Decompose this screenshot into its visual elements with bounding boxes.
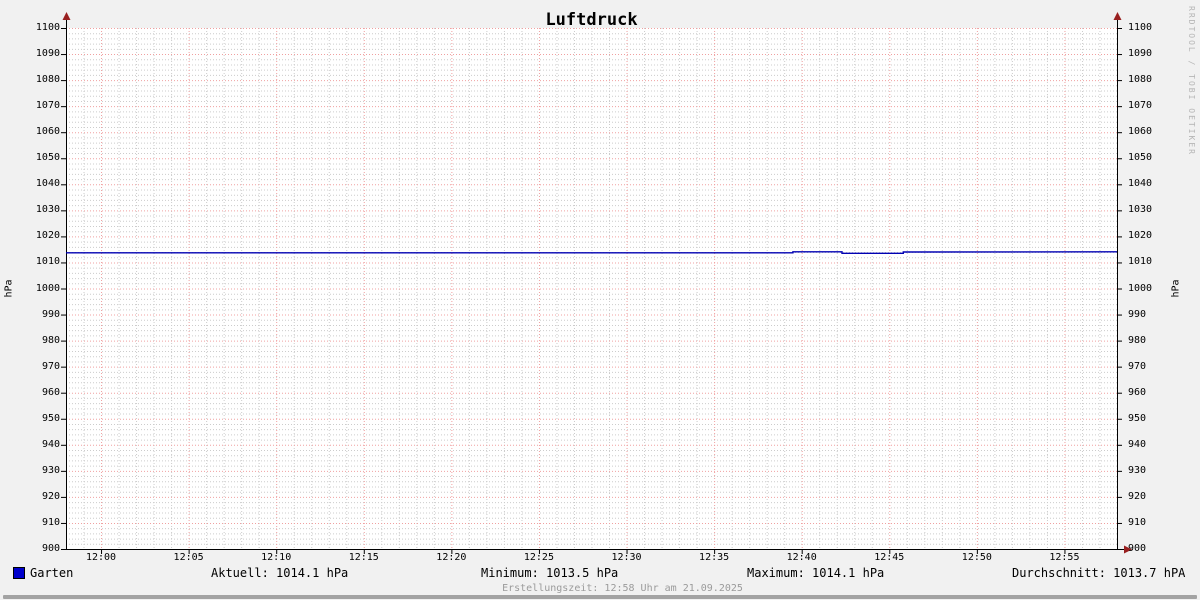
y-axis-tick-label: 1000 [35,282,60,294]
y-axis-tick-label: 980 [1128,334,1147,346]
y-axis-tick-label: 1040 [35,178,60,190]
x-axis-tick-label: 12:20 [436,552,467,563]
y-axis-tick-label: 910 [41,516,60,528]
legend-row: Garten Aktuell: 1014.1 hPa Minimum: 1013… [0,566,1200,580]
y-axis-tick-label: 950 [41,412,60,424]
y-axis-tick-label: 1030 [1128,204,1153,216]
y-axis-tick-label: 1020 [35,230,60,242]
y-axis-tick-label: 1050 [35,152,60,164]
y-axis-tick-label: 940 [41,438,60,450]
chart-title: Luftdruck [545,10,638,30]
x-axis-tick-label: 12:10 [261,552,292,563]
y-axis-tick-label: 1040 [1128,178,1153,190]
y-axis-tick-label: 1010 [1128,256,1153,268]
y-axis-tick-label: 900 [1128,543,1147,554]
y-axis-tick-label: 970 [41,360,60,372]
x-axis-tick-label: 12:15 [348,552,379,563]
y-axis-tick-label: 920 [1128,490,1147,502]
legend-series-label: Garten [30,566,74,580]
y-axis-tick-label: 980 [41,334,60,346]
x-axis-tick-label: 12:35 [699,552,730,563]
stat-minimum: Minimum: 1013.5 hPa [481,566,619,580]
right-axis-unit-label: hPa [1170,279,1182,298]
y-axis-tick-label: 1070 [1128,100,1153,112]
y-axis-tick-label: 1030 [35,204,60,216]
y-axis-tick-label: 1050 [1128,152,1153,164]
y-axis-tick-label: 1100 [35,22,60,33]
left-axis-unit-label: hPa [3,279,15,298]
y-axis-tick-label: 1000 [1128,282,1153,294]
y-axis-tick-label: 1020 [1128,230,1153,242]
x-axis-tick-label: 12:40 [786,552,817,563]
creation-time: Erstellungszeit: 12:58 Uhr am 21.09.2025 [502,583,743,594]
right-axis-arrow [1113,12,1122,20]
x-axis-tick-label: 12:25 [523,552,554,563]
x-axis-tick-label: 12:45 [874,552,905,563]
y-axis-tick-label: 960 [1128,386,1147,398]
x-axis-tick-label: 12:50 [961,552,992,563]
y-axis-tick-label: 940 [1128,438,1147,450]
y-axis-tick-label: 1070 [35,100,60,112]
y-axis-tick-label: 1090 [1128,48,1153,60]
pressure-line [66,251,1118,255]
y-axis-tick-label: 1100 [1128,22,1153,33]
x-axis-tick-label: 12:05 [173,552,204,563]
y-axis-tick-label: 1080 [35,74,60,86]
x-axis-tick-label: 12:30 [611,552,642,563]
y-axis-tick-label: 1060 [35,126,60,138]
y-axis-tick-label: 960 [41,386,60,398]
stat-aktuell: Aktuell: 1014.1 hPa [211,566,349,580]
x-axis-tick-label: 12:55 [1049,552,1080,563]
x-axis-tick-label: 12:00 [85,552,117,563]
y-axis-tick-label: 900 [41,543,60,554]
stat-durchschnitt: Durchschnitt: 1013.7 hPA [1012,566,1186,580]
y-axis-tick-label: 990 [1128,308,1147,320]
y-axis-tick-label: 950 [1128,412,1147,424]
y-axis-tick-label: 1010 [35,256,60,268]
watermark: RRDTOOL / TOBI OETIKER [1187,6,1196,156]
y-axis-tick-label: 990 [41,308,60,320]
y-axis-tick-label: 970 [1128,360,1147,372]
y-axis-tick-label: 1060 [1128,126,1153,138]
y-axis-tick-label: 930 [1128,464,1147,476]
y-axis-tick-label: 920 [41,490,60,502]
bottom-bar [3,595,1197,599]
left-axis-arrow [62,12,71,20]
stat-maximum: Maximum: 1014.1 hPa [747,566,885,580]
y-axis-tick-label: 910 [1128,516,1147,528]
y-axis-tick-label: 930 [41,464,60,476]
x-axis-arrow [1124,545,1132,554]
legend-color-swatch [13,567,25,579]
y-axis-tick-label: 1080 [1128,74,1153,86]
y-axis-tick-label: 1090 [35,48,60,60]
